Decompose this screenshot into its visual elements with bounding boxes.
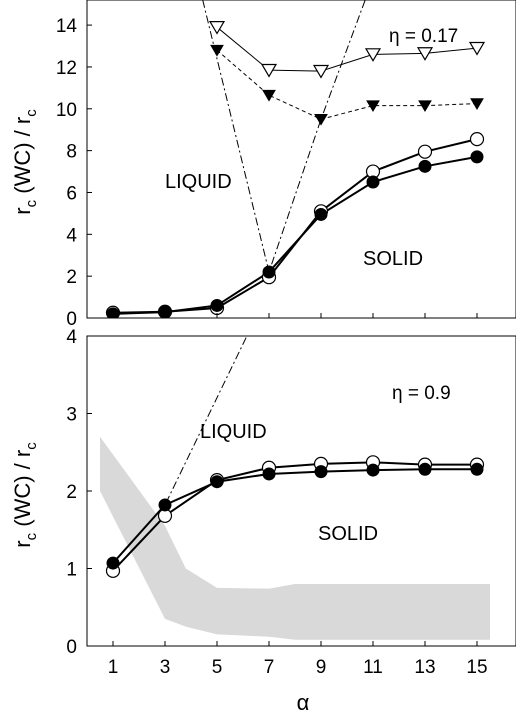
- top-series-1-point-3: [262, 265, 276, 279]
- bottom-x-tick-label-1: 1: [108, 657, 119, 678]
- bottom-series-1-line: [112, 468, 477, 564]
- top-series-3-point-5: [470, 98, 484, 110]
- bottom-x-tick-label-5: 5: [212, 657, 223, 678]
- top-series-1-point-5: [366, 175, 380, 189]
- top-series-0-point-7: [469, 132, 485, 147]
- top-liquid-label: LIQUID: [165, 171, 232, 193]
- bottom-series-1-point-3: [262, 467, 276, 481]
- bottom-y-tick-label-1: 1: [66, 560, 77, 581]
- bottom-band-layer: [100, 436, 490, 640]
- top-y-tick-label-12: 12: [56, 58, 77, 79]
- bottom-uncertainty-band: [100, 436, 490, 640]
- bottom-x-tick-label-13: 13: [414, 657, 435, 678]
- top-series-layer: [105, 0, 486, 318]
- bottom-series-1-point-6: [418, 462, 432, 476]
- top-y-tick-label-2: 2: [66, 267, 77, 288]
- top-eta-label: η = 0.17: [389, 26, 458, 47]
- top-series-3-point-0: [210, 44, 224, 57]
- bottom-eta-label: η = 0.9: [392, 383, 451, 404]
- bottom-solid-label: SOLID: [318, 523, 378, 545]
- top-series-2-point-5: [468, 41, 486, 56]
- top-series-3-point-2: [314, 113, 328, 126]
- top-series-2-line: [216, 26, 478, 72]
- bottom-series-1-point-4: [314, 465, 328, 479]
- top-y-axis-label-sub2: c: [23, 109, 40, 117]
- bottom-series-1-point-7: [470, 462, 484, 476]
- bottom-y-axis-label: rc (WC) / rc: [10, 442, 40, 548]
- top-series-1-point-2: [210, 298, 224, 312]
- top-y-tick-label-4: 4: [66, 225, 77, 246]
- bottom-x-tick-label-9: 9: [316, 657, 327, 678]
- bottom-y-tick-label-0: 0: [66, 637, 77, 658]
- top-series-3-line: [216, 49, 478, 120]
- bottom-series-1-point-2: [210, 475, 224, 489]
- top-series-1-point-6: [418, 159, 432, 173]
- top-series-3-point-3: [366, 100, 380, 113]
- top-ticks-layer: 0 2 4 6 8 10 12 14: [56, 16, 478, 330]
- bottom-series-clip-group: [105, 336, 485, 578]
- top-series-3-point-1: [262, 89, 276, 102]
- x-axis-label: α: [297, 690, 310, 715]
- top-series-2-point-0: [208, 20, 226, 35]
- bottom-series-layer: [105, 336, 485, 578]
- bottom-y-tick-label-2: 2: [66, 482, 77, 503]
- top-y-tick-label-0: 0: [66, 309, 77, 330]
- bottom-y-axis-label-mid: (WC) / r: [10, 450, 35, 533]
- top-series-2-point-2: [312, 64, 330, 79]
- top-series-1-point-7: [470, 150, 484, 164]
- bottom-x-tick-label-11: 11: [363, 657, 383, 678]
- top-solid-label: SOLID: [363, 248, 423, 270]
- top-plot-frame: [86, 0, 516, 319]
- bottom-x-tick-label-7: 7: [264, 657, 275, 678]
- top-series-1-point-0: [106, 307, 120, 318]
- top-y-axis-label-main: r: [10, 207, 35, 214]
- top-series-2-point-1: [260, 63, 278, 78]
- bottom-x-tick-label-15: 15: [466, 657, 487, 678]
- top-series-clip-group: [105, 0, 486, 318]
- bottom-y-tick-label-4: 4: [66, 327, 77, 348]
- bottom-y-axis-label-main: r: [10, 540, 35, 547]
- top-series-2-point-4: [416, 47, 434, 61]
- bottom-series-1-point-1: [158, 498, 172, 512]
- top-y-axis-label: rc (WC) / rc: [10, 109, 40, 215]
- bottom-y-axis-label-sub2: c: [23, 442, 40, 450]
- top-y-axis-label-mid: (WC) / r: [10, 117, 35, 200]
- top-y-tick-label-10: 10: [56, 100, 77, 121]
- bottom-series-2-line: [112, 336, 248, 564]
- bottom-series-1-point-5: [366, 463, 380, 477]
- top-series-2-point-3: [364, 48, 382, 62]
- bottom-x-tick-label-3: 3: [160, 657, 171, 678]
- top-series-1-line: [112, 155, 478, 315]
- top-series-4-line: [202, 0, 366, 274]
- top-y-tick-label-6: 6: [66, 183, 77, 204]
- top-y-axis-label-sub1: c: [23, 199, 40, 207]
- top-y-tick-label-14: 14: [56, 16, 78, 37]
- top-y-tick-label-8: 8: [66, 142, 77, 163]
- bottom-y-axis-label-sub1: c: [23, 532, 40, 540]
- bottom-y-tick-label-3: 3: [66, 405, 77, 426]
- top-series-1-point-4: [314, 207, 328, 221]
- bottom-series-1-point-0: [106, 556, 120, 570]
- top-series-0-point-6: [417, 144, 433, 159]
- bottom-liquid-label: LIQUID: [200, 421, 267, 443]
- top-series-1-point-1: [158, 305, 172, 318]
- top-series-3-point-4: [418, 100, 432, 113]
- bottom-series-0-line: [112, 461, 477, 572]
